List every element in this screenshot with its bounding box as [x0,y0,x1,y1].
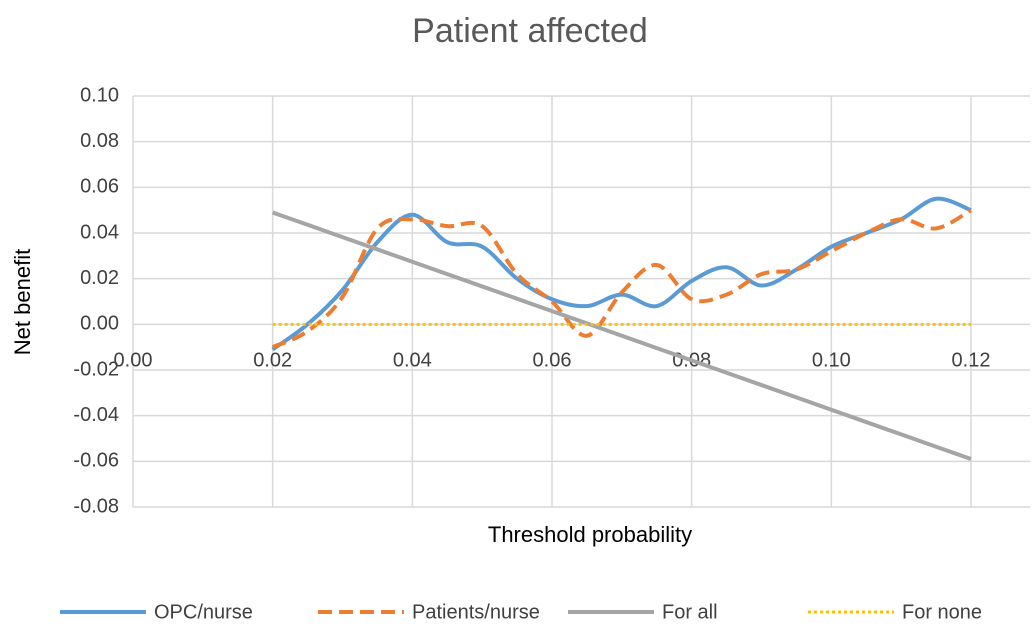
x-tick-label: 0.10 [812,350,851,372]
x-tick-label: 0.00 [114,350,153,372]
series-line [272,210,972,461]
legend-label: Patients/nurse [412,601,540,623]
x-tick-label: 0.06 [533,350,572,372]
y-tick-label: -0.04 [73,404,119,426]
y-axis-label: Net benefit [10,249,35,355]
x-tick-label: 0.12 [952,350,991,372]
y-tick-label: 0.10 [80,84,119,106]
y-tick-label: 0.08 [80,130,119,152]
y-tick-label: -0.02 [73,358,119,380]
x-tick-label: 0.02 [253,350,292,372]
y-tick-label: 0.06 [80,176,119,198]
x-tick-label: 0.04 [393,350,432,372]
series-line [271,208,973,350]
legend-label: OPC/nurse [154,601,253,623]
y-tick-label: -0.06 [73,450,119,472]
y-tick-label: -0.08 [73,495,119,517]
y-tick-label: 0.02 [80,267,119,289]
chart-title: Patient affected [412,12,648,50]
legend-label: For none [902,601,982,623]
legend-label: For all [662,601,718,623]
series-line [271,196,972,352]
x-axis-label: Threshold probability [488,522,692,547]
y-tick-label: 0.04 [80,221,119,243]
y-tick-label: 0.00 [80,313,119,335]
